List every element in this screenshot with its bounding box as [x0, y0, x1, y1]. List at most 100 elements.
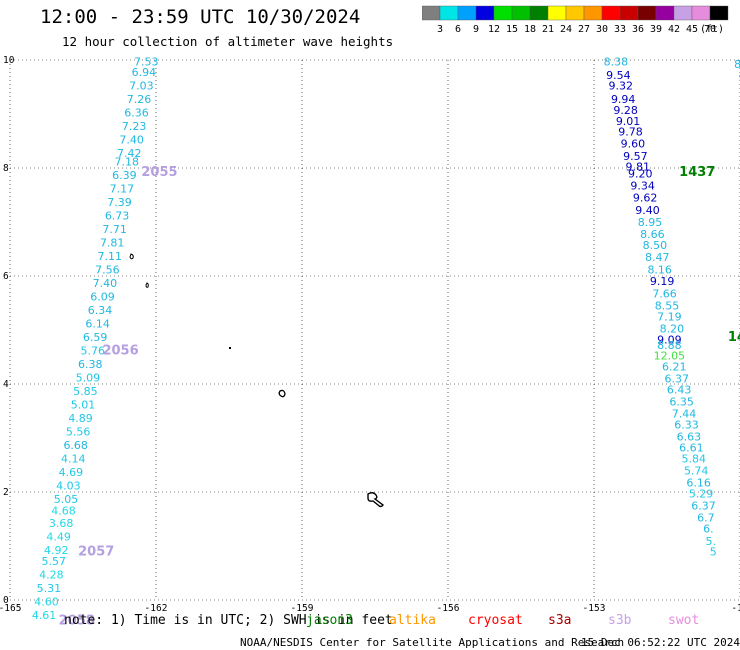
wave-height-value: 7.56 [95, 263, 120, 276]
wave-height-value: 4.89 [68, 412, 93, 425]
satellite-legend-item: swot [668, 613, 700, 628]
wave-height-value: 7.26 [127, 93, 152, 106]
wave-height-value: 7.71 [102, 223, 127, 236]
wave-height-value: 4.60 [34, 595, 59, 608]
wave-height-value: 6.21 [662, 361, 687, 374]
wave-height-value: 9.60 [621, 137, 646, 150]
wave-height-value: 9 [739, 72, 740, 85]
wave-height-value: 9.62 [633, 191, 658, 204]
pass-time-label: 2058 [59, 613, 95, 628]
wave-height-value: 4.28 [39, 568, 64, 581]
wave-height-value: 7.66 [652, 288, 677, 301]
wave-height-value: 7.18 [115, 155, 140, 168]
legend-tick-label: 39 [650, 24, 662, 35]
wave-height-value: 5.09 [76, 371, 101, 384]
legend-tick-label: 18 [524, 24, 536, 35]
wave-height-value: 8.88 [657, 339, 682, 352]
wave-height-value: 6.38 [78, 358, 103, 371]
wave-height-value: 9.40 [635, 204, 660, 217]
wave-height-value: 8 [734, 58, 740, 71]
wave-height-value: 5.57 [42, 555, 67, 568]
islands [129, 253, 384, 508]
wave-height-value: 5.05 [54, 493, 79, 506]
wave-height-value: 7.23 [122, 120, 147, 133]
wave-height-value: 5.01 [71, 398, 96, 411]
wave-height-value: 9.78 [618, 126, 643, 139]
wave-height-value: 4.03 [56, 479, 81, 492]
y-tick-label: 2 [3, 487, 9, 498]
x-tick-label: -15 [731, 603, 740, 614]
wave-height-value: 7.81 [100, 236, 125, 249]
wave-height-value: 5.31 [37, 582, 62, 595]
map-subtitle: 12 hour collection of altimeter wave hei… [62, 34, 394, 49]
generated-timestamp: 15 Dec 06:52:22 UTC 2024 [581, 636, 740, 649]
wave-height-value: 7.03 [129, 80, 154, 93]
island-shape [229, 347, 231, 349]
wave-height-value: 9.09 [657, 334, 682, 347]
wave-height-value: 7.42 [117, 147, 142, 160]
legend-tick-label: 12 [488, 24, 500, 35]
wave-height-value: 9.19 [650, 275, 675, 288]
legend-tick-label: 45 [686, 24, 698, 35]
wave-height-value: 6.36 [124, 107, 149, 120]
wave-height-value: 9.20 [628, 168, 653, 181]
pass-time-label: 2055 [141, 165, 177, 180]
wave-height-value: 4.14 [61, 452, 86, 465]
wave-height-value: 6.7 [697, 512, 715, 525]
wave-height-value: 7.40 [93, 277, 118, 290]
wave-height-value: 5. [706, 535, 717, 548]
wave-height-value: 5.74 [684, 465, 709, 478]
island-shape [278, 389, 286, 398]
wave-height-value: 8.66 [640, 228, 665, 241]
map-grid: -165 -162 -159 -156 -153 -15 0 2 4 6 8 10 [0, 55, 740, 614]
wave-height-value: 8.38 [604, 55, 629, 68]
wave-height-value: 9.94 [611, 93, 636, 106]
wave-height-value: 7.19 [657, 310, 682, 323]
wave-height-value: 9.34 [630, 180, 655, 193]
legend-tick-label: 3 [437, 24, 443, 35]
pass-time-label: 2056 [102, 343, 138, 358]
x-tick-label: -165 [0, 603, 21, 614]
wave-height-value: 6.68 [63, 439, 88, 452]
wave-height-value: 7.44 [672, 407, 697, 420]
wave-height-value: 8.16 [647, 263, 672, 276]
wave-height-value: 7.11 [98, 250, 123, 263]
wave-height-value: 7.17 [110, 182, 135, 195]
wave-height-value: 9.54 [606, 69, 631, 82]
wave-height-value: 5.85 [73, 385, 98, 398]
satellite-legend-item: jason3 [306, 613, 353, 628]
right-track: 8.389.549.329.949.289.019.789.609.579.81… [604, 55, 717, 558]
wave-height-value: 9.81 [626, 161, 651, 174]
wave-height-value: 5.29 [689, 487, 714, 500]
wave-height-value: 5.84 [682, 452, 707, 465]
wave-height-value: 9.57 [623, 150, 648, 163]
legend-tick-label: 9 [473, 24, 479, 35]
wave-height-value: 7.53 [134, 55, 159, 68]
wave-height-value: 4.69 [59, 466, 84, 479]
wave-height-value: 7.40 [119, 134, 144, 147]
legend-tick-label: 30 [596, 24, 608, 35]
wave-height-value: 6.94 [132, 66, 157, 79]
legend-tick-label: 42 [668, 24, 680, 35]
pass-time-label: 2057 [78, 545, 114, 560]
wave-height-value: 4.92 [44, 544, 69, 557]
wave-height-value: 8.50 [643, 239, 668, 252]
wave-height-value: 9.01 [616, 115, 641, 128]
y-tick-label: 0 [3, 595, 9, 606]
wave-height-value: 6. [703, 523, 714, 536]
wave-height-value: 4.61 [32, 609, 57, 622]
wave-height-value: 5 [710, 546, 717, 559]
wave-height-value: 6.61 [679, 442, 704, 455]
x-tick-label: -159 [291, 603, 314, 614]
legend-unit: (ft) [700, 24, 724, 35]
credit-text: NOAA/NESDIS Center for Satellite Applica… [240, 636, 625, 649]
wave-height-value: 6.37 [664, 372, 689, 385]
legend-swatch [709, 5, 729, 21]
altimeter-tracks: 7.536.947.037.266.367.237.407.427.186.39… [32, 55, 740, 622]
legend-tick-label: 36 [632, 24, 644, 35]
legend-tick-label: 33 [614, 24, 626, 35]
wave-height-value: 5.76 [80, 344, 105, 357]
x-tick-label: -162 [145, 603, 168, 614]
wave-height-value: 6.73 [105, 209, 130, 222]
wave-height-value: 8.20 [660, 323, 685, 336]
